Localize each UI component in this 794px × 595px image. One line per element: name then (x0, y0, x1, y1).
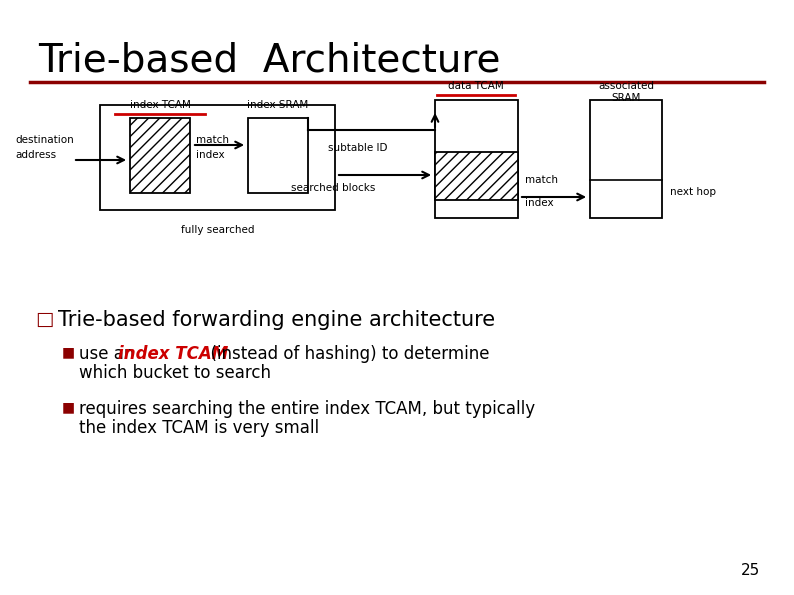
Text: 25: 25 (741, 563, 760, 578)
Text: match: match (196, 135, 229, 145)
Text: □: □ (35, 310, 53, 329)
Text: index SRAM: index SRAM (248, 100, 309, 110)
Text: next hop: next hop (670, 187, 716, 197)
Text: match: match (525, 175, 558, 185)
Text: destination: destination (15, 135, 74, 145)
Text: index TCAM: index TCAM (129, 100, 191, 110)
Bar (130, 118, 190, 193)
Bar (590, 100, 662, 218)
Text: data TCAM: data TCAM (448, 81, 504, 91)
Text: index TCAM: index TCAM (118, 345, 228, 363)
Text: Trie-based  Architecture: Trie-based Architecture (38, 42, 500, 80)
Text: searched blocks: searched blocks (291, 183, 375, 193)
Text: requires searching the entire index TCAM, but typically: requires searching the entire index TCAM… (79, 400, 535, 418)
Text: Trie-based forwarding engine architecture: Trie-based forwarding engine architectur… (58, 310, 495, 330)
Text: which bucket to search: which bucket to search (79, 364, 271, 382)
Text: ■: ■ (62, 400, 75, 414)
Text: the index TCAM is very small: the index TCAM is very small (79, 419, 319, 437)
Bar (130, 118, 190, 193)
Text: use an: use an (79, 345, 140, 363)
Bar (100, 105, 335, 210)
Text: index: index (196, 150, 225, 160)
Text: ■: ■ (62, 345, 75, 359)
Text: subtable ID: subtable ID (329, 143, 388, 153)
Bar (248, 118, 308, 193)
Text: index: index (525, 198, 553, 208)
Text: fully searched: fully searched (181, 225, 255, 235)
Bar (435, 152, 518, 200)
Bar (435, 100, 518, 218)
Text: associated: associated (598, 81, 654, 91)
Text: (instead of hashing) to determine: (instead of hashing) to determine (200, 345, 489, 363)
Text: address: address (15, 150, 56, 160)
Bar (435, 152, 518, 200)
Text: SRAM: SRAM (611, 93, 641, 103)
